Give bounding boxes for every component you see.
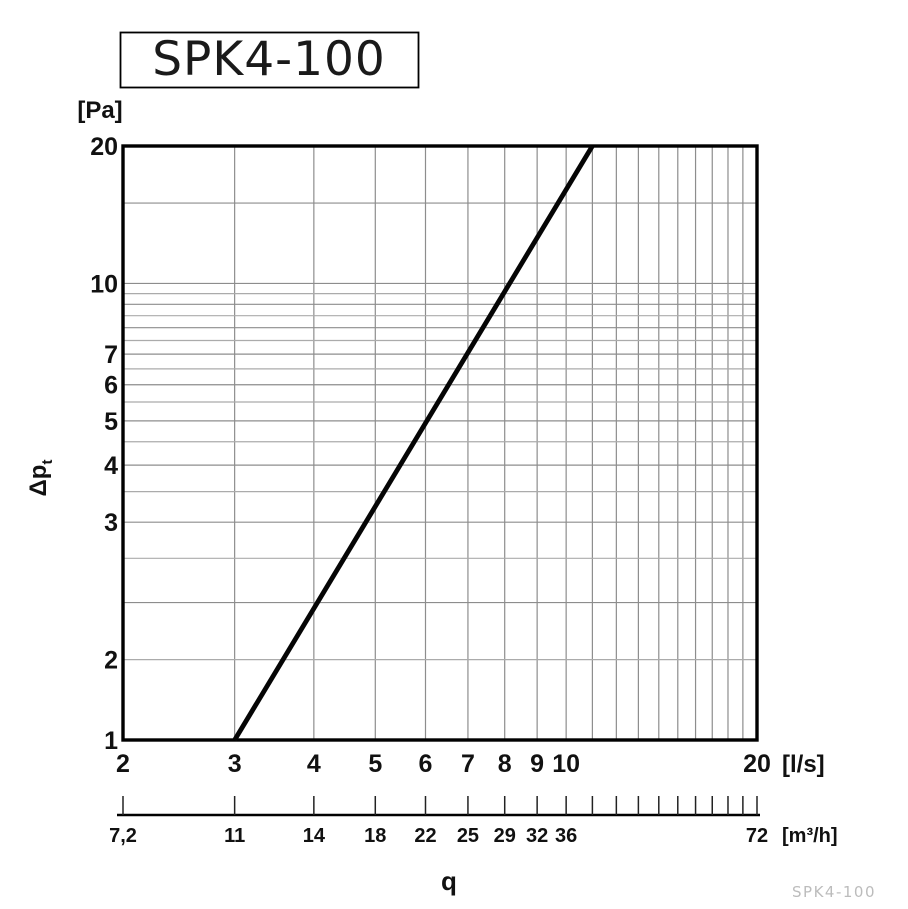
x-tick-label-2: 2 — [116, 750, 130, 778]
x-tick-labels: 2 3 4 5 6 7 8 9 10 20 — [116, 750, 771, 778]
secondary-axis-labels: 7,2 11 14 18 22 25 29 32 36 72 — [109, 825, 768, 847]
m3h-tick-label-11: 11 — [224, 825, 245, 847]
y-tick-labels: 20 10 7 6 5 4 3 2 1 — [90, 133, 118, 755]
grid-layer — [123, 146, 757, 740]
x-axis-title: q — [441, 866, 457, 896]
x-tick-label-7: 7 — [461, 750, 475, 778]
title-box — [119, 31, 420, 89]
watermark: SPK4-100 — [792, 883, 876, 901]
secondary-axis-ticks — [122, 796, 758, 815]
x-tick-label-20: 20 — [743, 750, 771, 778]
m3h-tick-label-29: 29 — [494, 825, 516, 847]
y-tick-label-3: 3 — [104, 509, 118, 537]
x-tick-label-9: 9 — [530, 750, 544, 778]
m3h-tick-label-36: 36 — [555, 825, 577, 847]
m3h-tick-label-22: 22 — [414, 825, 436, 847]
y-tick-label-10: 10 — [90, 270, 118, 298]
chart-title: SPK4-100 — [152, 32, 386, 87]
x-tick-label-10: 10 — [552, 750, 580, 778]
m3h-tick-label-25: 25 — [457, 825, 479, 847]
series-layer — [232, 144, 595, 742]
m3h-tick-label-72: 72 — [746, 825, 768, 847]
y-axis-title: Δpt — [25, 460, 56, 497]
y-axis-unit-label: [Pa] — [77, 97, 122, 124]
y-axis-title-subscript: t — [39, 460, 56, 465]
pressure-drop-line — [232, 144, 595, 742]
y-tick-label-1: 1 — [104, 727, 118, 755]
m3h-tick-label-7,2: 7,2 — [109, 825, 137, 847]
x-tick-label-4: 4 — [307, 750, 321, 778]
y-tick-label-6: 6 — [104, 372, 118, 400]
m3h-tick-label-32: 32 — [526, 825, 548, 847]
y-tick-label-5: 5 — [104, 408, 118, 436]
m3h-tick-label-14: 14 — [303, 825, 326, 847]
y-tick-label-7: 7 — [104, 341, 118, 369]
y-tick-label-2: 2 — [104, 647, 118, 675]
secondary-axis-unit-label: [m³/h] — [782, 825, 838, 847]
plot-border — [121, 144, 759, 742]
y-tick-label-4: 4 — [104, 452, 118, 480]
m3h-tick-label-18: 18 — [364, 825, 386, 847]
x-axis-unit-label: [l/s] — [782, 751, 825, 778]
y-axis-title-main: Δp — [25, 465, 52, 497]
x-tick-label-8: 8 — [498, 750, 512, 778]
y-tick-label-20: 20 — [90, 133, 118, 161]
x-tick-label-5: 5 — [368, 750, 382, 778]
x-tick-label-3: 3 — [228, 750, 242, 778]
x-tick-label-6: 6 — [419, 750, 433, 778]
